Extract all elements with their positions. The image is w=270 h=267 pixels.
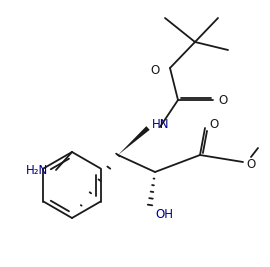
Text: HN: HN bbox=[152, 117, 170, 131]
Text: H₂N: H₂N bbox=[26, 163, 48, 176]
Text: O: O bbox=[218, 93, 227, 107]
Text: O: O bbox=[246, 158, 255, 171]
Text: OH: OH bbox=[155, 209, 173, 222]
Text: O: O bbox=[151, 64, 160, 77]
Polygon shape bbox=[118, 126, 150, 155]
Text: O: O bbox=[209, 119, 218, 132]
